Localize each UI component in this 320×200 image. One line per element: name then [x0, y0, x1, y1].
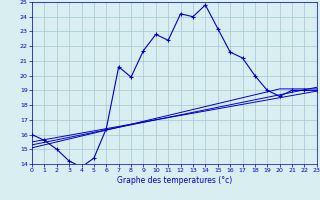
X-axis label: Graphe des temperatures (°c): Graphe des temperatures (°c)	[117, 176, 232, 185]
